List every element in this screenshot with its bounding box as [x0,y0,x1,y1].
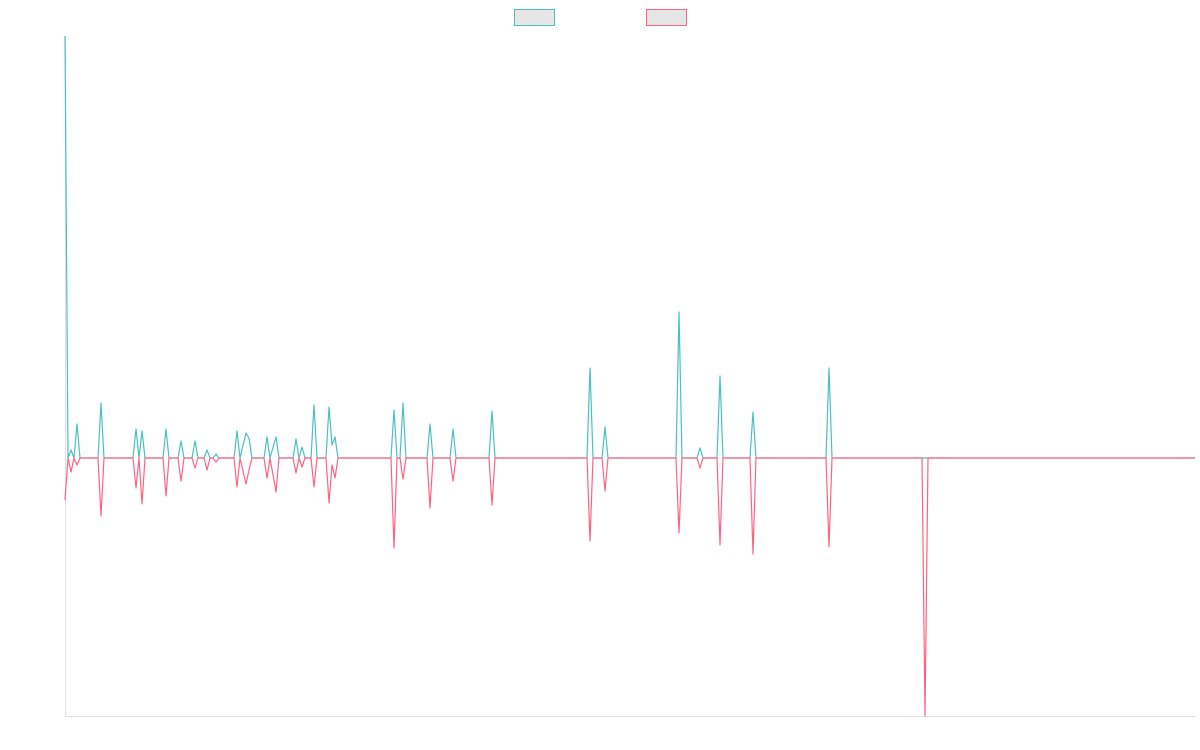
series-line [64,35,1195,459]
series-line [64,457,1195,717]
legend-swatch [514,9,555,26]
legend-swatch [646,9,687,26]
